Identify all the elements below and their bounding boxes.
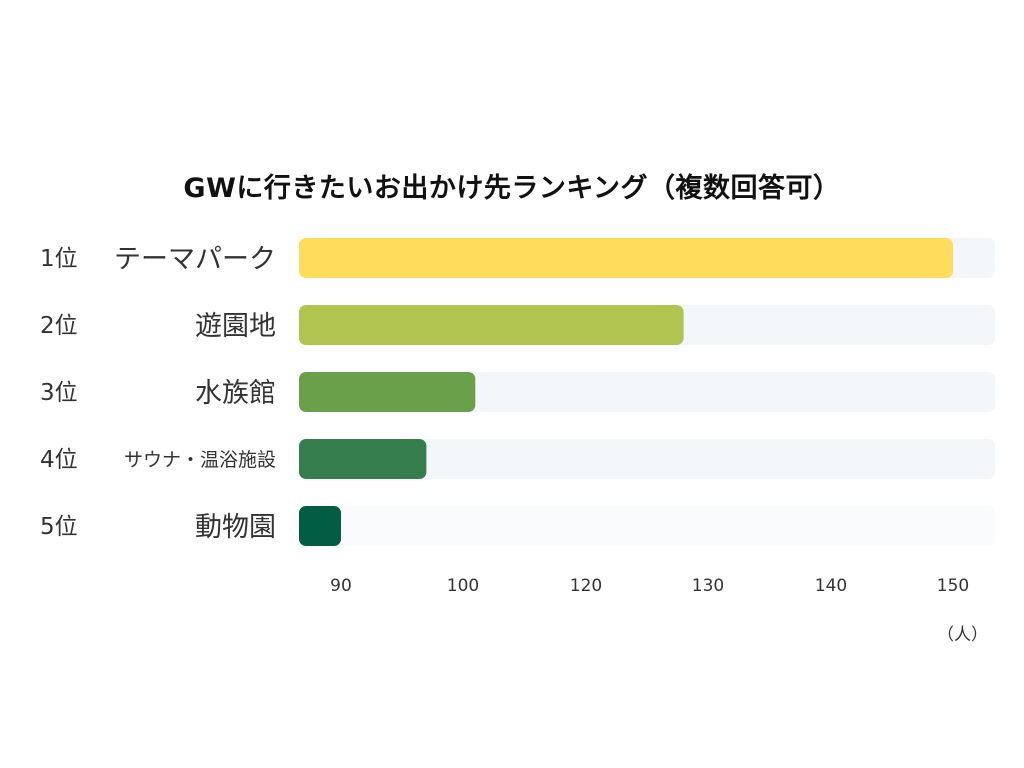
bars [299, 238, 953, 546]
category-label: 遊園地 [195, 311, 276, 342]
category-label: サウナ・温浴施設 [124, 449, 276, 471]
x-tick-label: 130 [692, 576, 724, 596]
category-label: 動物園 [195, 512, 276, 543]
rank-label: 5位 [40, 514, 78, 540]
rank-labels: 1位 2位 3位 4位 5位 [40, 246, 78, 540]
rank-label: 4位 [40, 447, 78, 473]
bar-track [299, 439, 995, 479]
rank-label: 1位 [40, 246, 78, 272]
category-label: テーマパーク [114, 244, 276, 275]
bar-track [299, 506, 995, 546]
unit-label: （人） [937, 625, 988, 645]
x-tick-label: 150 [937, 576, 969, 596]
rank-label: 2位 [40, 313, 78, 339]
x-tick-label: 120 [570, 576, 602, 596]
x-axis-tick-labels: 90 100 120 130 140 150 [330, 576, 969, 596]
x-tick-label: 90 [330, 576, 352, 596]
bar [299, 238, 953, 278]
category-label: 水族館 [195, 378, 276, 409]
rank-label: 3位 [40, 380, 78, 406]
bar [299, 439, 427, 479]
bar [299, 506, 341, 546]
x-tick-label: 140 [815, 576, 847, 596]
bar [299, 305, 684, 345]
x-tick-label: 100 [447, 576, 479, 596]
chart-title: GWに行きたいお出かけ先ランキング（複数回答可） [183, 173, 841, 204]
bar [299, 372, 476, 412]
